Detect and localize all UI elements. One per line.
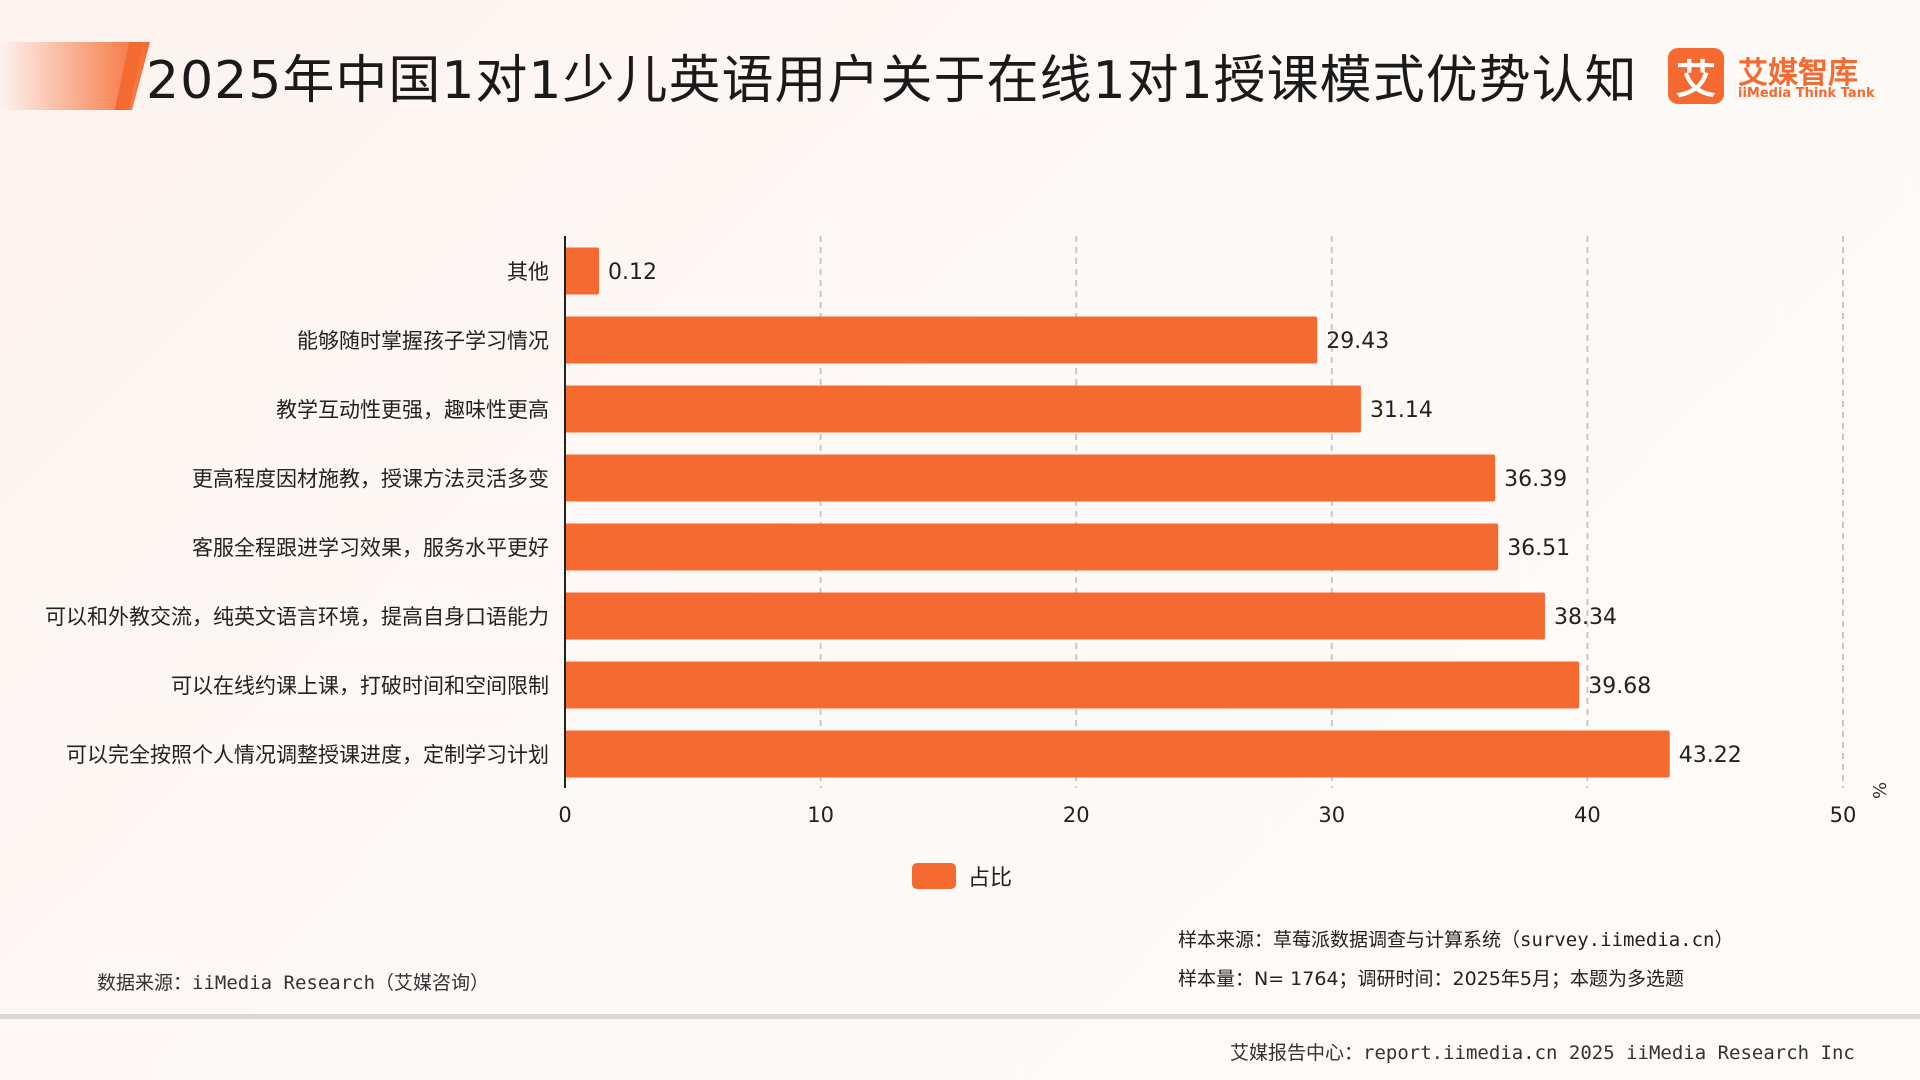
bar-chart: 其他 0.12 能够随时掌握孩子学习情况 29.43 教学互动性更强，趣味性更高 31.1… — [45, 236, 1857, 827]
bar-7 — [565, 730, 1670, 778]
bar-3 — [565, 454, 1496, 502]
value-label-7: 43.22 — [1679, 743, 1742, 768]
value-label-1: 29.43 — [1326, 329, 1389, 354]
footer-text: 艾媒报告中心：report.iimedia.cn 2025 iiMedia Re… — [1230, 1042, 1855, 1064]
category-label-4: 客服全程跟进学习效果，服务水平更好 — [192, 536, 549, 560]
bar-0 — [565, 247, 599, 295]
category-label-3: 更高程度因材施教，授课方法灵活多变 — [192, 467, 549, 491]
value-label-5: 38.34 — [1554, 605, 1617, 630]
category-label-0: 其他 — [507, 260, 549, 284]
page-title: 2025年中国1对1少儿英语用户关于在线1对1授课模式优势认知 — [146, 51, 1638, 111]
category-label-7: 可以完全按照个人情况调整授课进度，定制学习计划 — [66, 743, 549, 767]
x-tick-label-20: 20 — [1063, 803, 1090, 827]
value-label-6: 39.68 — [1588, 674, 1651, 699]
x-tick-label-10: 10 — [807, 803, 834, 827]
value-label-3: 36.39 — [1504, 467, 1567, 492]
axis-unit-label: % — [1870, 781, 1892, 800]
bar-1 — [565, 316, 1318, 364]
x-tick-label-40: 40 — [1574, 803, 1601, 827]
data-source-note: 数据来源：iiMedia Research（艾媒咨询） — [97, 972, 490, 994]
category-label-5: 可以和外教交流，纯英文语言环境，提高自身口语能力 — [45, 605, 549, 629]
bar-4 — [565, 523, 1499, 571]
value-label-0: 0.12 — [608, 260, 657, 285]
iimedia-logo: 艾 艾媒智库 iiMedia Think Tank — [1668, 48, 1898, 108]
logo-name-cn: 艾媒智库 — [1738, 56, 1858, 91]
x-tick-label-50: 50 — [1830, 803, 1857, 827]
logo-mark-icon: 艾 — [1668, 48, 1724, 104]
footer-divider — [0, 1014, 1920, 1019]
x-tick-label-0: 0 — [558, 803, 571, 827]
bar-5 — [565, 592, 1545, 640]
chart-legend: 占比 — [912, 860, 1012, 892]
sample-source-note: 样本来源：草莓派数据调查与计算系统（survey.iimedia.cn） — [1178, 929, 1734, 951]
logo-name-en: iiMedia Think Tank — [1738, 86, 1875, 101]
value-label-2: 31.14 — [1370, 398, 1433, 423]
category-label-6: 可以在线约课上课，打破时间和空间限制 — [171, 674, 549, 698]
sample-size-note: 样本量：N= 1764；调研时间：2025年5月；本题为多选题 — [1178, 968, 1684, 990]
category-label-1: 能够随时掌握孩子学习情况 — [297, 329, 549, 353]
bar-6 — [565, 661, 1580, 709]
legend-label: 占比 — [968, 866, 1013, 891]
legend-swatch — [912, 863, 956, 889]
bar-2 — [565, 385, 1361, 433]
value-label-4: 36.51 — [1507, 536, 1570, 561]
category-label-2: 教学互动性更强，趣味性更高 — [276, 398, 549, 422]
x-tick-label-30: 30 — [1318, 803, 1345, 827]
